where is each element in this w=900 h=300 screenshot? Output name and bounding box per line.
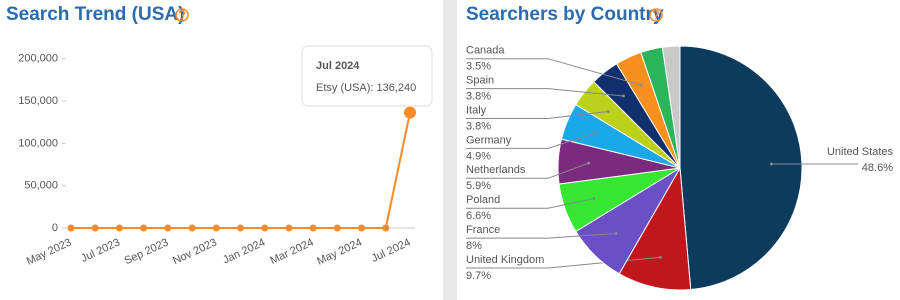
point [261,224,269,232]
slice-label: Netherlands [466,164,526,176]
slice-value: 9.7% [466,270,491,282]
slice-value: 8% [466,240,482,252]
leader-dot [614,232,618,236]
leader-dot [587,161,591,165]
slice-value: 3.8% [466,91,491,103]
help-icon[interactable] [175,8,189,22]
point [237,224,244,232]
slice-value: 4.9% [466,150,491,162]
leader-line [466,110,609,119]
point [115,224,123,232]
slice-value: 5.9% [466,180,491,192]
point [404,106,416,119]
slice-value: 48.6% [862,162,893,174]
slice-value: 3.5% [466,61,491,73]
leader-line [466,58,642,86]
point [358,224,366,232]
slice-label: United States [827,146,894,158]
slice-value: 3.8% [466,120,491,132]
point [91,224,99,232]
point [212,224,220,232]
chart-title: Search Trend (USA) [6,4,184,25]
pie-slice [661,45,681,169]
chart-title: Searchers by Country [466,4,664,25]
slice-label: France [466,224,500,236]
leader-line [466,233,617,239]
leader-dot [621,94,625,98]
point [140,224,148,232]
leader-dot [606,109,610,113]
leader-dot [658,255,662,259]
tooltip-title: Jul 2024 [316,60,360,72]
slice-label: United Kingdom [466,254,544,266]
point [164,224,172,232]
slice-label: Germany [466,134,512,146]
leader-dot [639,83,643,87]
y-tick-label: 0 [52,222,58,234]
help-icon[interactable] [649,8,663,22]
leader-line [466,197,594,209]
slice-label: Canada [466,45,505,57]
y-tick-label: 50,000 [24,180,58,192]
slice-value: 6.6% [466,210,491,222]
tooltip-value: Etsy (USA): 136,240 [316,82,416,94]
point [382,224,390,232]
y-tick-label: 100,000 [18,137,58,149]
leader-dot [769,162,773,166]
slice-label: Spain [466,75,494,87]
leader-dot [593,131,597,135]
panel-divider [443,0,457,300]
tooltip-box [301,45,433,107]
point [188,224,196,232]
y-tick-label: 200,000 [18,53,58,65]
leader-line [466,132,596,149]
slice-label: Italy [466,104,487,116]
point [67,224,75,232]
leader-line [466,162,589,179]
tooltip: Jul 2024 Etsy (USA): 136,240 [301,45,433,107]
point [285,224,293,232]
y-tick-label: 150,000 [18,95,58,107]
slice-label: Poland [466,194,500,206]
point [333,224,341,232]
leader-dot [592,196,596,200]
pie-slice [679,45,803,291]
point [309,224,317,232]
leader-line [466,88,624,97]
